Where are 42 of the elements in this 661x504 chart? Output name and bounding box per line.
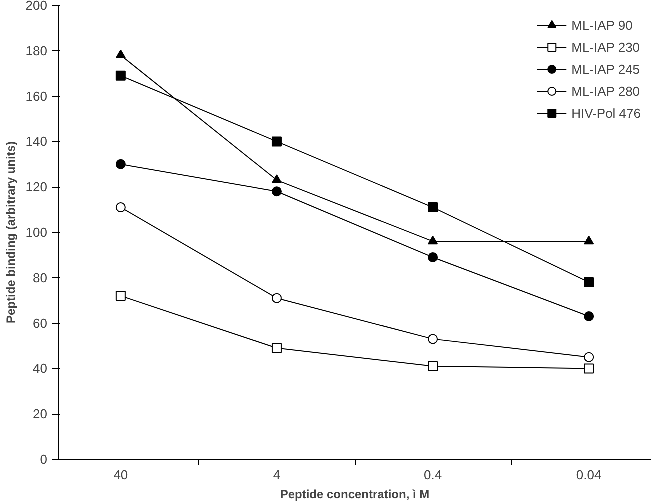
y-tick-label: 40 [33, 361, 48, 376]
y-tick-label: 120 [26, 180, 48, 195]
y-tick-label: 200 [26, 0, 48, 13]
y-tick-label: 0 [40, 452, 48, 467]
point [428, 334, 438, 344]
x-tick-label: 0.04 [576, 468, 602, 482]
legend-label: ML-IAP 245 [572, 62, 640, 76]
point [272, 174, 282, 184]
point [428, 361, 438, 372]
legend-label: ML-IAP 90 [572, 18, 633, 32]
point [116, 50, 126, 59]
y-tick-label: 180 [26, 43, 48, 58]
point [584, 312, 594, 322]
point [584, 236, 594, 245]
y-tick-label: 100 [26, 225, 48, 240]
point [116, 202, 126, 213]
x-tick-label: 40 [114, 468, 128, 482]
y-tick-label: 140 [26, 134, 48, 150]
point [428, 202, 438, 213]
point [428, 236, 438, 245]
legend-label: ML-IAP 230 [572, 40, 640, 54]
y-tick-label: 80 [33, 270, 48, 286]
point [116, 159, 126, 170]
y-axis-title: Peptide binding (arbitrary units) [4, 141, 18, 324]
x-axis-title: Peptide concentration, ì M [280, 488, 430, 502]
y-tick-label: 160 [26, 88, 48, 104]
y-tick-label: 60 [33, 316, 48, 331]
x-tick-label: 0.4 [424, 468, 442, 482]
point [272, 136, 282, 147]
point [272, 293, 282, 304]
point [116, 70, 126, 81]
point [584, 277, 594, 288]
legend-label: HIV-Pol 476 [572, 106, 641, 120]
point [272, 343, 282, 354]
legend-label: ML-IAP 280 [572, 84, 640, 98]
point [272, 186, 282, 197]
y-tick-label: 20 [33, 406, 48, 422]
point [428, 252, 438, 262]
point [584, 352, 594, 362]
point [584, 364, 594, 374]
point [116, 291, 126, 302]
x-tick-label: 4 [273, 468, 281, 482]
